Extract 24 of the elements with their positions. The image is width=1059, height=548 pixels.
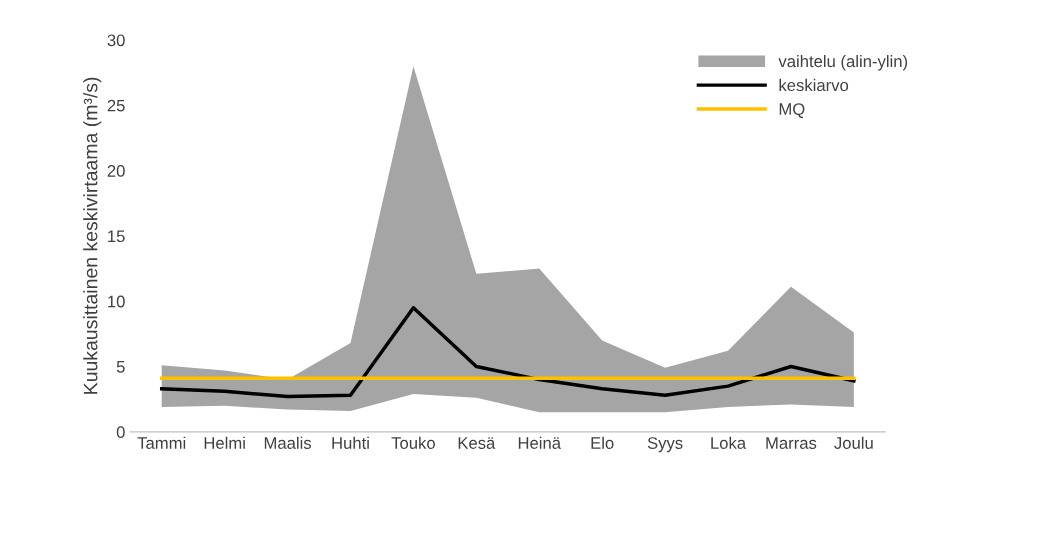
x-tick-label: Heinä xyxy=(518,436,562,449)
y-tick-label: 30 xyxy=(107,34,125,47)
x-tick-label: Marras xyxy=(766,437,817,449)
y-tick-label: 15 xyxy=(108,230,125,243)
x-tick-label: Syys xyxy=(647,437,683,453)
y-tick-label: 20 xyxy=(107,165,125,177)
x-tick-label: Helmi xyxy=(204,436,245,449)
legend-label: MQ xyxy=(779,103,805,118)
x-tick-label: Huhti xyxy=(332,436,369,449)
x-tick-label: Kesä xyxy=(458,437,496,449)
x-tick-label: Maalis xyxy=(264,436,312,449)
y-tick-label: 0 xyxy=(116,426,125,439)
x-tick-label: Joulu xyxy=(834,436,873,449)
x-tick-label: Tammi xyxy=(137,436,186,449)
y-tick-label: 5 xyxy=(116,361,125,373)
y-tick-label: 10 xyxy=(108,295,125,308)
x-tick-label: Loka xyxy=(711,436,747,449)
legend-label: vaihtelu (alin-ylin) xyxy=(778,55,908,71)
legend-label: keskiarvo xyxy=(779,78,849,92)
x-tick-label: Elo xyxy=(591,436,614,449)
line-series xyxy=(159,306,856,399)
y-tick-label: 25 xyxy=(107,99,125,112)
x-tick-label: Touko xyxy=(391,436,435,449)
y-axis-title: Kuukausittainen keskivirtaama (m³/s) xyxy=(83,77,102,394)
